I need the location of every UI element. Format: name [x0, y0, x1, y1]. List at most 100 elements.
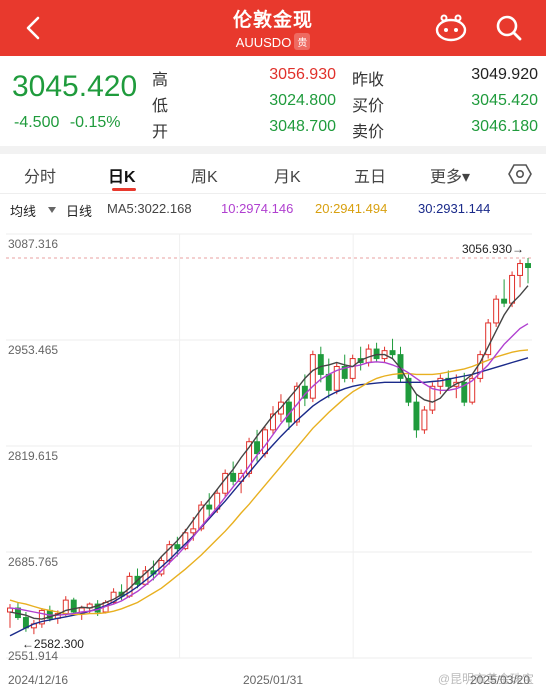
back-arrow-icon[interactable] [18, 12, 50, 44]
candle [517, 259, 524, 288]
candle [30, 619, 37, 635]
bid-label: 买价 [352, 98, 385, 115]
candle-body [198, 504, 205, 530]
y-tick-label: 2953.465 [8, 343, 58, 357]
low-value: 3024.800 [269, 92, 336, 109]
candle [429, 382, 436, 415]
candle-body [525, 263, 531, 269]
y-tick-label: 2551.914 [8, 649, 58, 663]
ask-label: 卖价 [352, 124, 385, 141]
candle-body [349, 358, 356, 379]
ma30-value: 30:2931.144 [418, 201, 491, 216]
candle [349, 354, 356, 383]
candle [14, 602, 21, 620]
candle-body [325, 373, 332, 391]
search-icon[interactable] [492, 12, 526, 44]
candle [206, 493, 213, 517]
candle-body [174, 544, 181, 550]
prev-close-label: 昨收 [352, 72, 385, 89]
high-value: 3056.930 [269, 66, 336, 83]
period-tabs: 分时 日K 周K 月K 五日 更多▾ [0, 154, 546, 194]
candle-body [429, 385, 436, 411]
candle-body [485, 322, 492, 356]
candle [38, 608, 45, 628]
candle-body [445, 377, 452, 387]
candle [421, 406, 428, 434]
candle-body [421, 409, 428, 431]
chart-labels: 3087.316 2953.465 2819.615 2685.765 2551.914… [8, 237, 530, 687]
indicator-period[interactable]: 日线 [66, 204, 93, 219]
watermark: @昆明市黄金珠宝 [437, 672, 534, 686]
candle-body [7, 607, 13, 613]
price-change: -4.500 -0.15% [14, 114, 121, 132]
candle [445, 370, 452, 391]
kline-chart[interactable]: 3087.316 2953.465 2819.615 2685.765 2551.914… [0, 222, 546, 694]
tab-five-day[interactable]: 五日 [354, 169, 387, 186]
top-bar: 伦敦金现 AUUSDO 贵 [0, 0, 546, 56]
candle-body [309, 354, 316, 399]
category-badge: 贵 [294, 33, 311, 50]
candle [317, 346, 324, 383]
max-price-marker: 3056.930→ [462, 242, 524, 256]
indicator-type[interactable]: 均线 [10, 204, 37, 219]
tab-more[interactable]: 更多▾ [430, 169, 471, 186]
candle-body [389, 350, 396, 356]
chat-bot-icon[interactable] [434, 12, 468, 44]
open-value: 3048.700 [269, 118, 336, 135]
settings-hex-icon[interactable] [508, 163, 532, 185]
candle-body [501, 298, 508, 304]
candle [469, 374, 476, 405]
candle [230, 461, 237, 486]
moving-average-lines [9, 285, 529, 637]
candle [7, 604, 13, 628]
tab-monthly-k[interactable]: 月K [274, 169, 301, 186]
candle [437, 374, 444, 395]
candle [525, 258, 531, 284]
ma20-line [9, 349, 529, 616]
candle [493, 295, 500, 327]
tab-intraday[interactable]: 分时 [24, 169, 57, 186]
candle [222, 469, 229, 498]
candle-body [509, 274, 516, 304]
candle [477, 350, 484, 383]
bid-value: 3045.420 [471, 92, 538, 109]
candle [333, 362, 340, 395]
candle [461, 372, 468, 407]
x-tick-label: 2024/12/16 [8, 673, 68, 687]
ma30-line [9, 357, 529, 637]
candle [405, 374, 412, 407]
prev-close-value: 3049.920 [471, 66, 538, 83]
change-percent: -0.15% [69, 114, 121, 131]
low-label: 低 [152, 98, 169, 115]
candle-body [333, 366, 340, 391]
candle [357, 346, 364, 371]
ma5-value: MA5:3022.168 [107, 201, 192, 216]
candle-body [413, 401, 420, 431]
caret-down-icon [48, 207, 56, 213]
page-title: 伦敦金现 [232, 10, 313, 31]
candle-body [38, 609, 45, 625]
indicator-bar: 均线 日线 MA5:3022.168 10:2974.146 20:2941.4… [0, 197, 546, 221]
ma5-line [9, 285, 529, 620]
tab-daily-k[interactable]: 日K [108, 169, 136, 186]
high-label: 高 [152, 72, 169, 89]
candle-body [517, 263, 524, 276]
tab-weekly-k[interactable]: 周K [191, 169, 218, 186]
open-label: 开 [152, 124, 169, 141]
candle-body [493, 298, 500, 324]
candle-body [405, 377, 412, 403]
x-tick-label: 2025/03/20 [470, 673, 530, 687]
candle-body [437, 377, 444, 387]
candle-body [230, 472, 237, 482]
candle-body [70, 599, 77, 613]
candle-body [373, 348, 380, 360]
min-price-marker: ←2582.300 [22, 637, 84, 651]
candle [373, 342, 380, 363]
symbol-code: AUUSDO [235, 35, 292, 50]
candle [413, 394, 420, 438]
y-tick-label: 2819.615 [8, 449, 58, 463]
symbol-line: AUUSDO 贵 [0, 33, 546, 50]
ma10-value: 10:2974.146 [221, 201, 294, 216]
candle-body [317, 354, 324, 375]
